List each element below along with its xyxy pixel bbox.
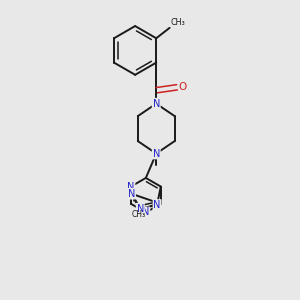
Text: CH₃: CH₃ [132, 210, 146, 219]
Text: N: N [153, 148, 160, 159]
Text: N: N [127, 182, 135, 192]
Text: N: N [153, 99, 160, 109]
Text: N: N [136, 204, 144, 214]
Text: N: N [128, 189, 135, 199]
Text: N: N [142, 207, 149, 218]
Text: O: O [179, 82, 187, 92]
Text: CH₃: CH₃ [170, 18, 185, 27]
Text: N: N [153, 200, 161, 210]
